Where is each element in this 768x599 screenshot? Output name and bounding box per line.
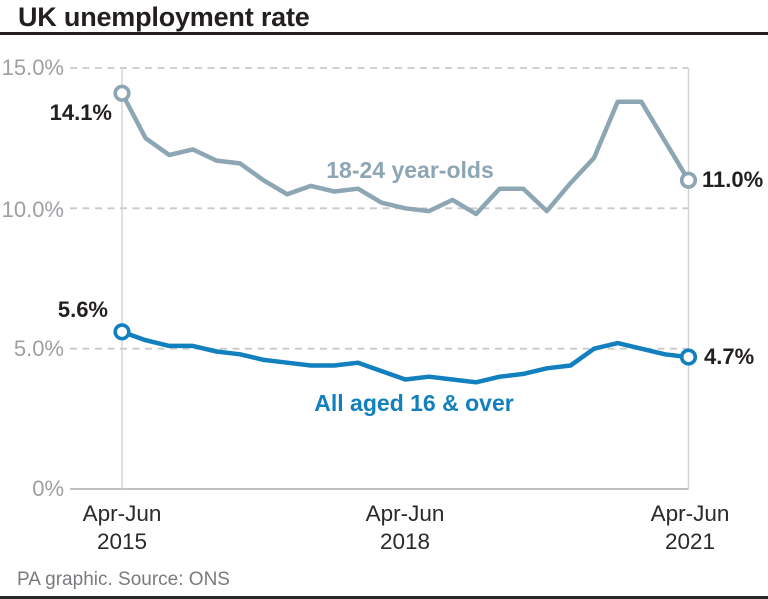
x-tick-year: 2015 [96,529,148,554]
x-tick-period: Apr-Jun [650,501,730,526]
x-axis-tick-2015: Apr-Jun 2015 [42,500,202,556]
x-axis-tick-2021: Apr-Jun 2021 [610,500,768,556]
title-divider [0,32,768,35]
y-axis-tick-5: 5.0% [13,336,64,361]
series-label-all: All aged 16 & over [314,390,514,416]
series-label-young: 18-24 year-olds [326,157,494,183]
endpoint-markers [113,84,698,366]
series-lines [119,91,691,385]
value-label-all-end: 4.7% [704,344,755,369]
chart-title: UK unemployment rate [18,2,310,32]
y-axis-tick-15: 15.0% [1,55,64,80]
value-label-young-start: 14.1% [49,100,112,125]
x-tick-year: 2021 [664,529,716,554]
x-axis-tick-2018: Apr-Jun 2018 [325,500,485,556]
source-credit: PA graphic. Source: ONS [17,569,230,590]
x-tick-period: Apr-Jun [365,501,445,526]
value-label-young-end: 11.0% [702,167,764,192]
y-axis-tick-0: 0% [32,476,64,501]
gridlines [70,67,689,490]
y-axis-tick-10: 10.0% [1,197,64,222]
x-tick-year: 2018 [379,529,431,554]
footer-divider [0,595,768,599]
x-tick-period: Apr-Jun [82,501,162,526]
value-label-all-start: 5.6% [57,297,108,322]
droplines [121,68,690,489]
